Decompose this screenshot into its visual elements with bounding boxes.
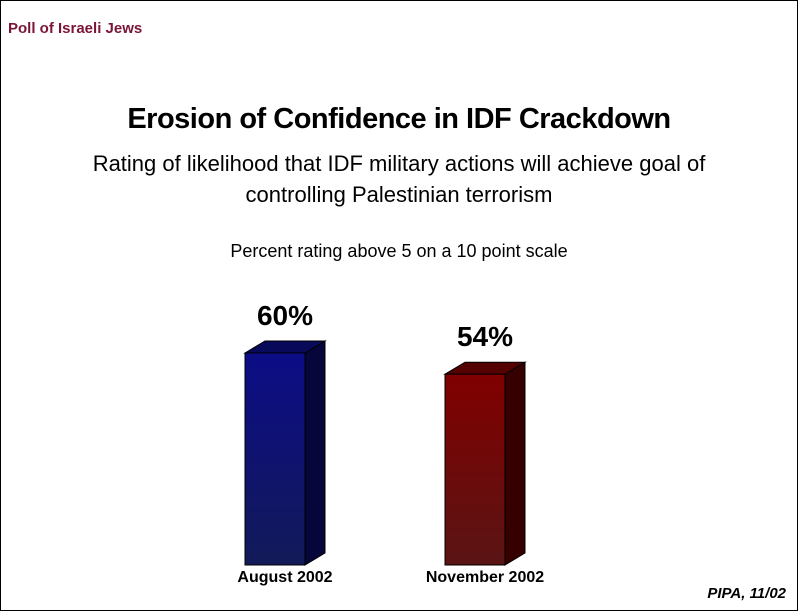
bar-november-2002 <box>444 373 506 566</box>
chart-note: Percent rating above 5 on a 10 point sca… <box>230 241 568 261</box>
chart-title: Erosion of Confidence in IDF Crackdown <box>127 103 671 135</box>
category-label-august-2002: August 2002 <box>237 569 332 586</box>
bar-side-august-2002 <box>304 340 326 566</box>
poll-label: Poll of Israeli Jews <box>8 20 143 37</box>
bar-side-november-2002 <box>504 361 526 566</box>
value-label-august-2002: 60% <box>257 300 313 331</box>
chart-subtitle: Rating of likelihood that IDF military a… <box>92 151 706 207</box>
value-label-november-2002: 54% <box>457 321 513 352</box>
category-label-november-2002: November 2002 <box>426 569 544 586</box>
source-label: PIPA, 11/02 <box>707 585 786 602</box>
bar-august-2002 <box>244 352 306 566</box>
